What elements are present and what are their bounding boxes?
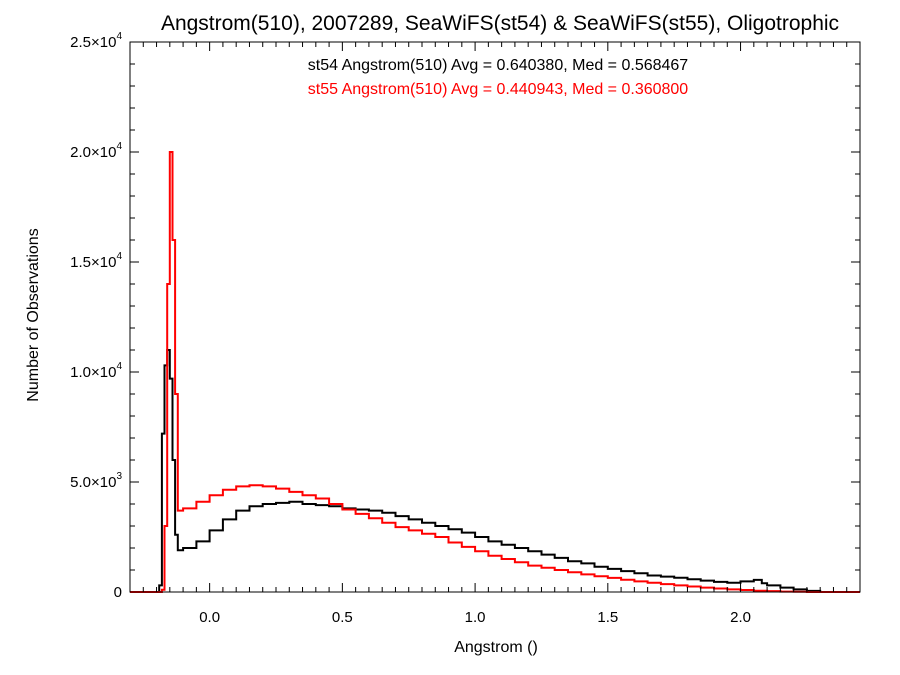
x-axis: 0.0 0.5 1.0 1.5 2.0 [142, 42, 861, 626]
y-tick-label: 2.0×104 [70, 141, 122, 161]
y-tick-mantissa: 0 [114, 584, 122, 601]
y-axis-label: Number of Observations [25, 228, 42, 401]
y-tick-mantissa: 1.5×10 [70, 254, 116, 271]
x-tick-label: 1.5 [597, 609, 618, 626]
x-tick-label: 2.0 [730, 609, 751, 626]
y-tick-exponent: 4 [116, 141, 122, 152]
series-line-st55 [130, 151, 860, 593]
y-tick-label: 0 [114, 584, 122, 601]
y-tick-label: 2.5×104 [70, 31, 122, 51]
series-line-st54 [130, 349, 860, 593]
y-tick-mantissa: 2.0×10 [70, 144, 116, 161]
y-tick-label: 1.0×104 [70, 361, 122, 381]
x-axis-label: Angstrom () [454, 639, 538, 656]
annotation-2: st55 Angstrom(510) Avg = 0.440943, Med =… [308, 81, 689, 98]
y-tick-exponent: 3 [116, 471, 122, 482]
y-tick-mantissa: 5.0×10 [70, 474, 116, 491]
x-tick-label: 0.5 [332, 609, 353, 626]
plot-frame [129, 41, 861, 593]
y-tick-label: 5.0×103 [70, 471, 122, 491]
chart-title: Angstrom(510), 2007289, SeaWiFS(st54) & … [161, 12, 839, 35]
series-layer [130, 151, 860, 593]
annotation-1: st54 Angstrom(510) Avg = 0.640380, Med =… [308, 57, 689, 74]
y-tick-exponent: 4 [116, 251, 122, 262]
y-tick-exponent: 4 [116, 31, 122, 42]
annotations: st54 Angstrom(510) Avg = 0.640380, Med =… [308, 57, 689, 98]
y-tick-mantissa: 1.0×10 [70, 364, 116, 381]
y-tick-exponent: 4 [116, 361, 122, 372]
y-tick-label: 1.5×104 [70, 251, 122, 271]
y-tick-mantissa: 2.5×10 [70, 34, 116, 51]
x-tick-label: 0.0 [199, 609, 220, 626]
x-tick-label: 1.0 [465, 609, 486, 626]
